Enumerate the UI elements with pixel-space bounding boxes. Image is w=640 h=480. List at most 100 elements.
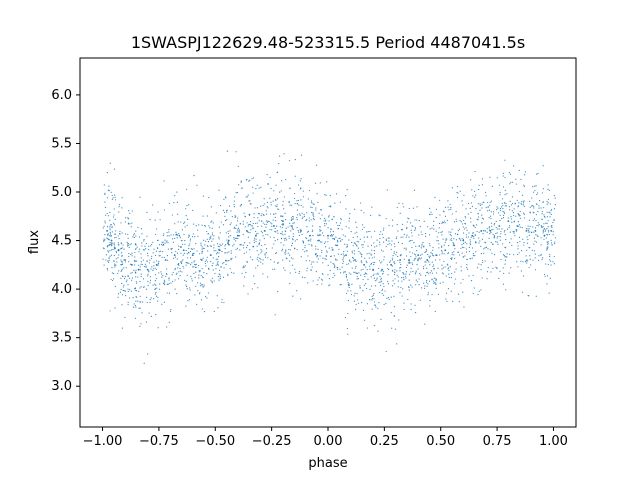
x-tick-label: 0.00 <box>314 434 343 449</box>
data-point <box>502 217 505 219</box>
data-point <box>363 284 365 286</box>
data-point <box>506 228 509 230</box>
data-point <box>373 301 376 303</box>
data-point <box>263 198 265 200</box>
data-point <box>380 262 382 264</box>
data-point <box>480 245 482 247</box>
data-point <box>144 245 146 247</box>
data-point <box>394 271 396 273</box>
data-point <box>128 209 130 212</box>
data-point <box>500 206 503 208</box>
data-point <box>499 209 502 211</box>
data-point <box>527 225 529 227</box>
data-point <box>139 307 141 309</box>
data-point <box>257 287 259 289</box>
data-point <box>266 206 268 208</box>
data-point <box>412 270 414 273</box>
data-point <box>109 227 111 229</box>
data-point <box>137 226 139 229</box>
data-point <box>255 233 258 235</box>
data-point <box>364 272 366 274</box>
data-point <box>110 234 112 237</box>
data-point <box>334 264 336 266</box>
data-point <box>300 178 302 180</box>
data-point <box>418 219 420 222</box>
x-tick-label: −1.00 <box>83 434 123 449</box>
data-point <box>181 260 183 262</box>
data-point <box>178 264 180 266</box>
data-point <box>351 250 353 252</box>
data-point <box>235 224 237 226</box>
data-point <box>301 233 303 236</box>
data-point <box>250 221 252 223</box>
data-point <box>390 296 392 298</box>
data-point <box>425 281 428 283</box>
data-point <box>212 269 214 271</box>
data-point <box>393 251 395 253</box>
data-point <box>551 244 553 246</box>
data-point <box>415 256 417 258</box>
data-point <box>522 238 524 240</box>
data-point <box>263 237 265 240</box>
data-point <box>420 274 422 276</box>
data-point <box>309 234 311 237</box>
data-point <box>357 278 359 280</box>
data-point <box>451 257 453 259</box>
data-point <box>113 168 116 170</box>
data-point <box>338 224 341 227</box>
data-point <box>280 238 283 240</box>
data-point <box>457 192 459 194</box>
data-point <box>532 219 534 221</box>
data-point <box>223 198 225 200</box>
data-point <box>549 216 551 218</box>
data-point <box>410 303 412 305</box>
data-point <box>478 188 480 191</box>
data-point <box>484 247 486 249</box>
data-point <box>122 275 124 277</box>
data-point <box>523 174 526 176</box>
data-point <box>421 253 423 255</box>
data-point <box>179 267 181 270</box>
data-point <box>489 249 491 251</box>
data-point <box>111 272 113 274</box>
data-point <box>273 213 275 215</box>
data-point <box>150 268 152 270</box>
data-point <box>416 250 418 252</box>
data-point <box>497 243 499 245</box>
data-point <box>121 268 123 270</box>
data-point <box>176 272 178 274</box>
data-point <box>115 264 117 266</box>
data-point <box>484 191 487 193</box>
data-point <box>505 256 507 258</box>
data-point <box>139 280 141 283</box>
data-point <box>409 251 411 253</box>
data-point <box>450 208 452 210</box>
data-point <box>189 243 191 245</box>
data-point <box>159 255 161 257</box>
data-point <box>273 190 275 192</box>
data-point <box>468 275 470 277</box>
data-point <box>468 232 470 234</box>
data-point <box>265 252 267 254</box>
data-point <box>335 258 337 260</box>
data-point <box>415 245 417 247</box>
data-point <box>105 259 107 261</box>
data-point <box>491 225 493 227</box>
data-point <box>128 252 130 255</box>
data-point <box>516 261 518 263</box>
data-point <box>398 319 400 321</box>
data-point <box>196 184 198 186</box>
data-point <box>496 209 498 211</box>
data-point <box>147 255 149 257</box>
data-point <box>150 245 152 247</box>
data-point <box>104 192 106 194</box>
data-point <box>472 255 475 257</box>
data-point <box>324 241 327 243</box>
data-point <box>211 220 213 222</box>
data-point <box>495 241 497 243</box>
data-point <box>552 231 554 233</box>
data-point <box>550 264 552 266</box>
data-point <box>349 213 351 215</box>
data-point <box>542 165 544 167</box>
